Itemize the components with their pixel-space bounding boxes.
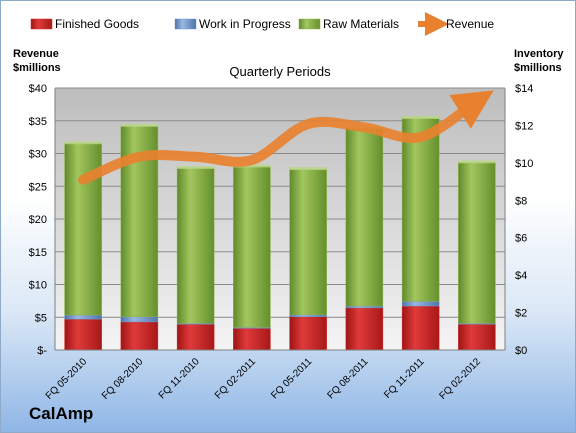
bar-top-cap	[233, 164, 271, 168]
right-tick-label: $6	[515, 233, 527, 245]
right-tick-label: $2	[515, 308, 527, 320]
legend-swatch	[174, 18, 197, 30]
right-tick-label: $4	[515, 270, 527, 282]
category-label: FQ 11-2011	[382, 356, 427, 401]
legend-label: Work in Progress	[199, 17, 291, 31]
bar-finished-goods	[176, 323, 215, 351]
right-tick-label: $8	[515, 195, 527, 207]
bar-finished-goods	[233, 328, 271, 351]
revenue-line	[78, 90, 494, 185]
category-label: FQ 08-2010	[100, 356, 146, 402]
bar-finished-goods	[120, 321, 159, 351]
legend-swatch	[298, 18, 321, 30]
bar-top-cap	[177, 165, 215, 169]
left-tick-label: $30	[29, 149, 47, 161]
bar-top-cap	[402, 115, 440, 119]
bar-raw-materials	[345, 127, 384, 307]
legend-label: Revenue	[446, 17, 494, 31]
left-tick-label: $40	[29, 83, 47, 95]
bar-raw-materials	[176, 167, 215, 324]
bar-top-cap	[289, 167, 327, 171]
legend-label: Raw Materials	[323, 17, 399, 31]
right-tick-label: $10	[515, 158, 533, 170]
category-label: FQ 02-2012	[437, 356, 483, 402]
right-axis-label-line1: Inventory	[514, 48, 564, 60]
company-name: CalAmp	[29, 404, 94, 423]
bar-work-in-progress	[289, 314, 327, 317]
category-label: FQ 11-2010	[157, 356, 202, 401]
left-tick-label: $15	[29, 247, 47, 259]
bar-raw-materials	[233, 166, 271, 328]
bar-work-in-progress	[345, 305, 384, 309]
right-tick-label: $14	[515, 83, 533, 95]
category-label: FQ 05-2011	[269, 356, 314, 401]
bar-raw-materials	[458, 162, 496, 324]
right-tick-label: $0	[515, 345, 527, 357]
right-tick-label: $12	[515, 120, 533, 132]
left-tick-label: $35	[29, 116, 47, 128]
bar-top-cap	[64, 141, 102, 145]
bar-finished-goods	[458, 323, 496, 351]
bar-finished-goods	[401, 305, 440, 351]
bar-work-in-progress	[120, 316, 159, 323]
bar-work-in-progress	[401, 301, 440, 307]
left-tick-label: $20	[29, 214, 47, 226]
left-axis-label-line1: Revenue	[13, 48, 59, 60]
bar-top-cap	[458, 160, 496, 164]
chart-title: Quarterly Periods	[229, 64, 331, 79]
category-label: FQ 02-2011	[213, 356, 258, 401]
bar-finished-goods	[289, 316, 327, 351]
bar-raw-materials	[289, 168, 327, 316]
left-tick-label: $10	[29, 280, 47, 292]
category-label: FQ 08-2011	[326, 356, 371, 401]
legend-swatch	[30, 18, 53, 30]
bar-top-cap	[120, 123, 158, 127]
bar-raw-materials	[401, 117, 440, 302]
legend-label: Finished Goods	[55, 17, 139, 31]
left-tick-label: $25	[29, 181, 47, 193]
left-tick-label: $5	[35, 312, 47, 324]
bar-finished-goods	[345, 307, 384, 351]
bar-work-in-progress	[64, 314, 102, 320]
bar-finished-goods	[64, 318, 102, 351]
left-axis-label-line2: $millions	[13, 62, 61, 74]
left-tick-label: $-	[37, 345, 47, 357]
category-label: FQ 05-2010	[44, 356, 90, 402]
right-axis-label-line2: $millions	[514, 62, 562, 74]
